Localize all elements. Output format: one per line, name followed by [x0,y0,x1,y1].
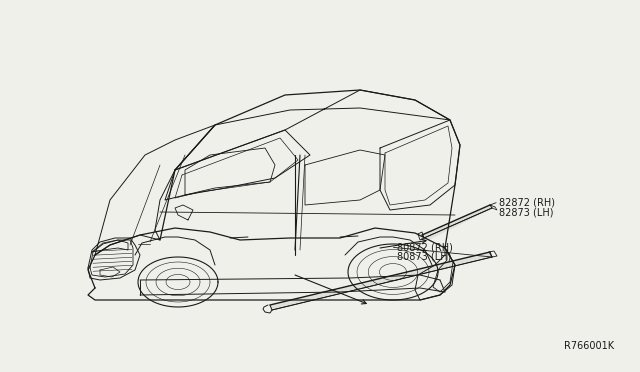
Polygon shape [422,205,492,241]
Text: R766001K: R766001K [564,341,614,351]
Text: 82873 (LH): 82873 (LH) [499,207,554,217]
Polygon shape [270,252,492,310]
Text: 82872 (RH): 82872 (RH) [499,198,556,208]
Text: 80872 (RH): 80872 (RH) [397,243,452,252]
Text: 80873 (LH): 80873 (LH) [397,252,451,262]
